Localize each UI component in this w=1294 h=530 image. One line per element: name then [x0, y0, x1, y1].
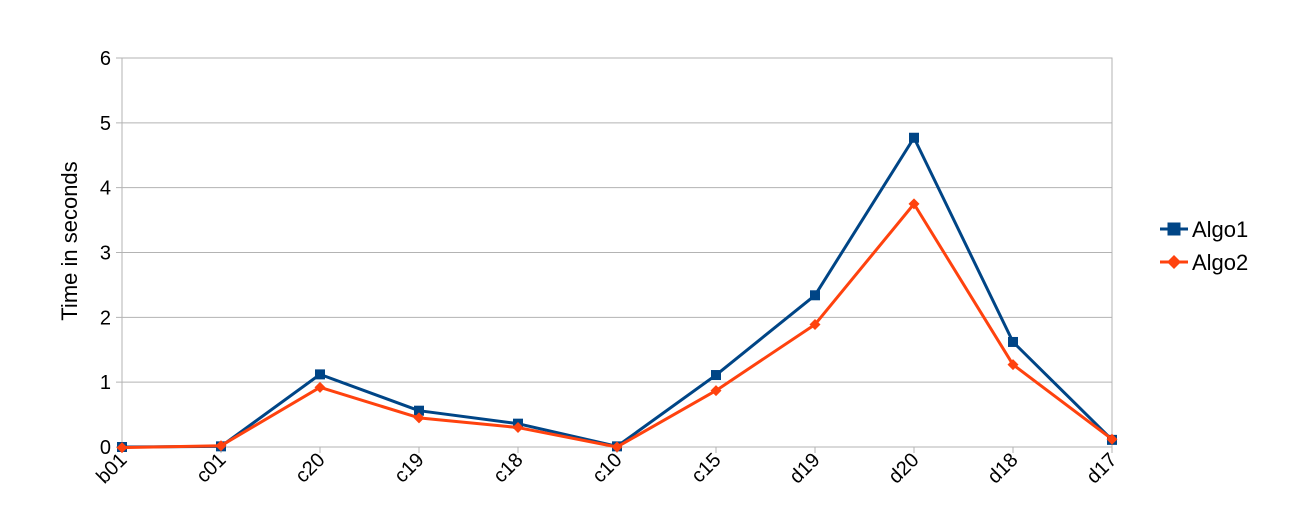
- x-tick-label: c10: [588, 449, 626, 487]
- y-tick-label: 0: [100, 437, 111, 459]
- data-point: [711, 370, 721, 381]
- y-tick-label: 5: [100, 113, 111, 135]
- series-algo2: [116, 198, 1118, 454]
- x-tick-label: c19: [390, 449, 428, 487]
- legend-marker: [1167, 222, 1181, 236]
- gridlines: [116, 57, 1112, 448]
- x-tick-label: b01: [92, 449, 131, 488]
- y-tick-label: 2: [100, 307, 111, 329]
- data-point: [908, 198, 920, 210]
- legend-marker: [1167, 255, 1181, 269]
- data-point: [116, 442, 128, 454]
- x-tick-label: c20: [291, 449, 329, 487]
- x-tick-label: d19: [785, 449, 824, 488]
- y-axis-ticks: 0 1 2 3 4 5 6: [100, 48, 111, 459]
- data-point: [809, 318, 821, 330]
- data-point: [315, 369, 325, 380]
- x-tick-label: d17: [1082, 449, 1121, 488]
- data-point: [1106, 433, 1118, 445]
- data-point: [611, 441, 623, 453]
- data-point: [1007, 359, 1019, 371]
- y-tick-label: 4: [100, 178, 111, 200]
- series-line: [121, 136, 1114, 449]
- legend-label: Algo2: [1192, 250, 1248, 275]
- x-tick-label: c01: [192, 449, 230, 487]
- data-point: [1008, 336, 1018, 347]
- y-axis-title: Time in seconds: [57, 161, 82, 320]
- legend-item-algo2: Algo2: [1160, 250, 1248, 275]
- x-tick-label: d20: [884, 449, 923, 488]
- data-point: [512, 422, 524, 434]
- data-point: [413, 412, 425, 424]
- data-point: [909, 132, 919, 143]
- series-layer: [116, 132, 1118, 454]
- x-tick-label: c18: [489, 449, 527, 487]
- y-tick-label: 1: [100, 372, 111, 394]
- data-point: [314, 381, 326, 393]
- y-tick-label: 6: [100, 48, 111, 70]
- legend: Algo1 Algo2: [1160, 217, 1248, 275]
- x-tick-label: d18: [983, 449, 1022, 488]
- data-point: [710, 385, 722, 397]
- x-tick-label: c15: [687, 449, 725, 487]
- x-axis-ticks: b01 c01 c20 c19 c18 c10 c15 d19 d20 d18 d17: [92, 447, 1122, 488]
- data-point: [215, 440, 227, 452]
- y-tick-label: 3: [100, 243, 111, 265]
- series-algo1: [117, 132, 1117, 452]
- data-point: [810, 290, 820, 301]
- legend-item-algo1: Algo1: [1160, 217, 1248, 242]
- legend-label: Algo1: [1192, 217, 1248, 242]
